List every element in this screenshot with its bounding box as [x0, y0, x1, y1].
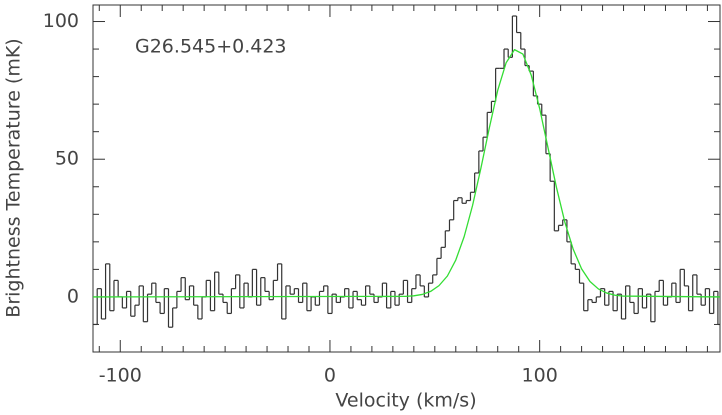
y-axis-label: Brightness Temperature (mK)	[3, 38, 25, 317]
y-tick-label: 50	[55, 148, 79, 170]
y-tick-label: 0	[67, 285, 79, 307]
y-tick-label: 100	[43, 10, 79, 32]
x-tick-label: 100	[522, 365, 558, 387]
x-tick-label: -100	[99, 365, 142, 387]
annotation: G26.545+0.423	[135, 36, 287, 58]
x-tick-label: 0	[324, 365, 336, 387]
x-axis-label: Velocity (km/s)	[335, 390, 476, 412]
fit-line	[92, 48, 721, 298]
plot-frame	[92, 4, 721, 353]
